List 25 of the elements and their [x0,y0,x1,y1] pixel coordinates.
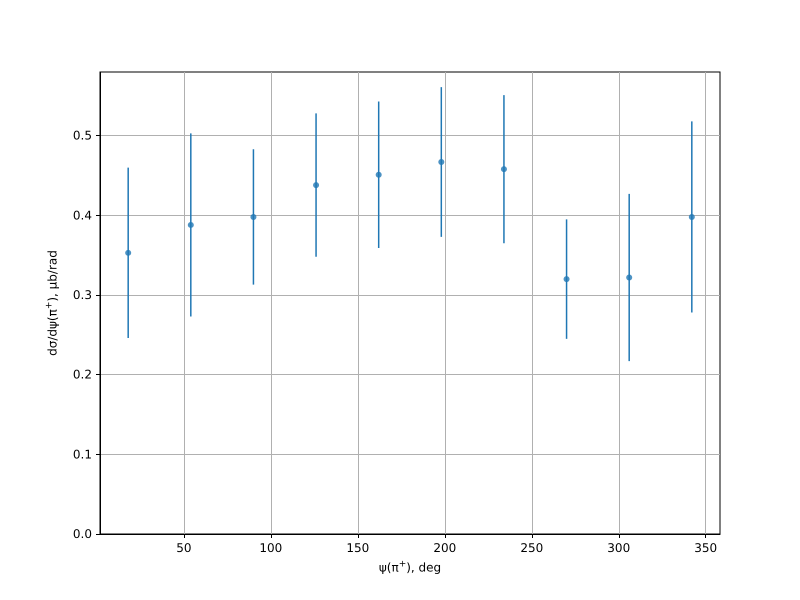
y-tick-label: 0.3 [72,288,92,302]
point [188,222,194,228]
x-tick-label: 50 [176,541,192,555]
y-tick-label: 0.5 [72,128,92,143]
x-tick-label: 200 [433,541,456,555]
x-axis-title: ψ(π+), deg [378,560,442,574]
x-tick-label: 350 [694,541,718,555]
y-tick-label: 0.2 [72,368,92,382]
point [376,172,382,178]
point [438,159,444,166]
x-tick-label: 100 [259,541,282,555]
x-tick-label: 300 [607,541,630,555]
x-tick-label: 150 [346,541,370,555]
y-tick-label: 0.4 [72,208,92,222]
point [564,276,570,282]
y-tick-label: 0.0 [72,527,92,541]
point [125,250,132,256]
point [250,214,256,220]
point [500,166,507,172]
point [626,274,632,281]
y-tick-label: 0.1 [72,447,92,462]
point [313,182,320,188]
point [688,214,695,220]
x-tick-label: 250 [520,541,544,555]
y-axis-title: dσ/dψ(π+), μb/rad [44,250,60,356]
